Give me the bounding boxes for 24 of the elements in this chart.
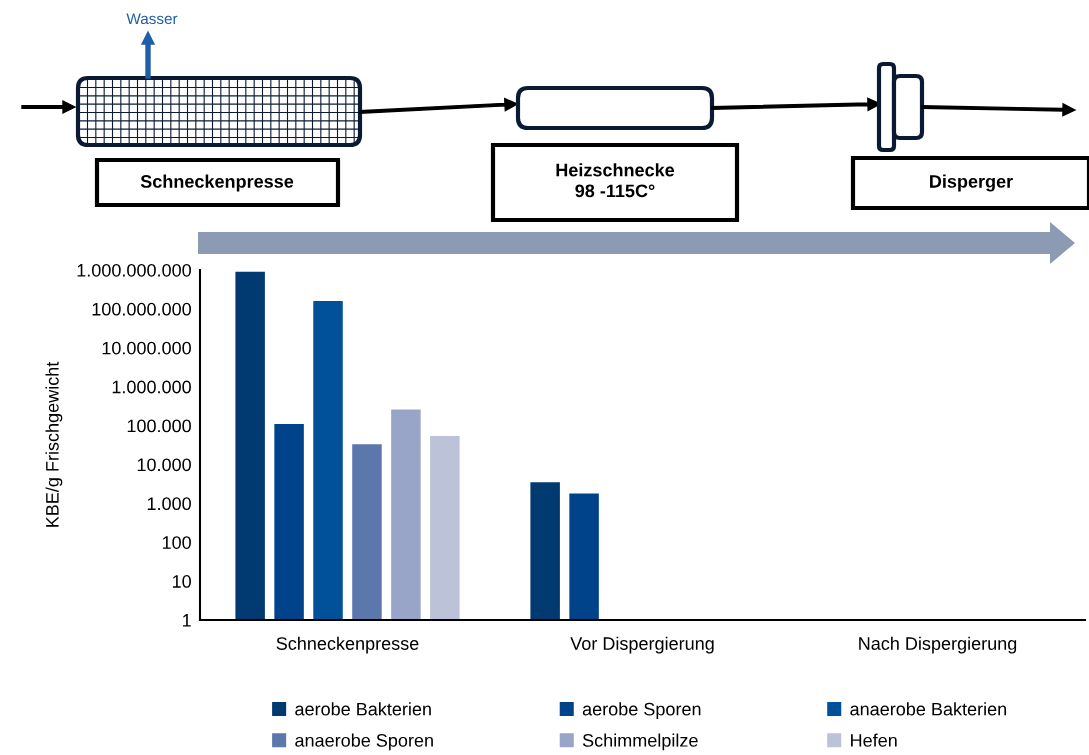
x-tick-label: Schneckenpresse (276, 636, 419, 654)
y-axis-title: KBE/g Frischgewicht (45, 361, 63, 527)
y-tick-label: 100.000 (127, 419, 191, 433)
y-tick-label: 10.000.000 (102, 341, 191, 355)
text: Schneckenpresse (140, 174, 294, 192)
y-tick-label: 10.000 (137, 458, 191, 472)
text: Heizschnecke 98 -115C° (556, 163, 675, 198)
x-tick-label: Nach Dispergierung (859, 636, 1017, 654)
y-tick-label: 1 (183, 614, 191, 627)
x-tick-label: Vor Dispergierung (570, 636, 714, 654)
y-tick-label: 1.000.000.000 (77, 263, 191, 277)
legend-label: aerobe Bakterien (295, 702, 431, 716)
y-tick-label: 1.000 (147, 497, 191, 511)
legend-label: Schimmelpilze (582, 733, 698, 751)
y-tick-label: 10 (172, 575, 191, 588)
legend-label: anaerobe Sporen (295, 733, 433, 751)
legend-label: Hefen (851, 733, 897, 747)
legend-label: aerobe Sporen (582, 702, 701, 720)
y-tick-label: 100 (162, 536, 191, 549)
legend-label: anaerobe Bakterien (850, 702, 1007, 716)
y-tick-label: 100.000.000 (92, 302, 191, 316)
text: Disperger (930, 174, 1013, 192)
y-tick-label: 1.000.000 (112, 380, 191, 394)
text: Wasser (126, 13, 178, 25)
